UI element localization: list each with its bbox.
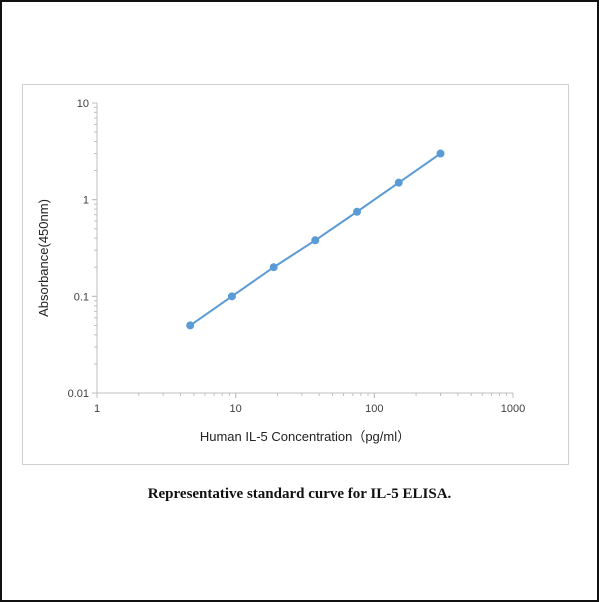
x-tick-label: 1 bbox=[94, 403, 100, 415]
chart-panel: 1 10 100 1000 0.01 0.1 1 10 Human IL-5 Concent… bbox=[22, 84, 569, 465]
y-axis-title: Absorbance(450nm) bbox=[36, 199, 51, 317]
data-point bbox=[311, 236, 320, 245]
y-tick-label: 1 bbox=[83, 195, 89, 207]
y-tick-label: 0.1 bbox=[74, 291, 89, 303]
axes: 1 10 100 1000 0.01 0.1 1 10 bbox=[68, 98, 526, 415]
y-tick-label: 10 bbox=[77, 98, 89, 110]
x-minor-ticks bbox=[96, 393, 514, 398]
data-point bbox=[269, 263, 278, 272]
figure-caption: Representative standard curve for IL-5 E… bbox=[147, 486, 452, 502]
series-layer bbox=[186, 149, 445, 330]
y-minor-ticks bbox=[92, 102, 97, 394]
data-point bbox=[227, 292, 236, 301]
x-tick-labels: 1 10 100 1000 bbox=[94, 403, 525, 415]
x-axis-title: Human IL-5 Concentration（pg/ml） bbox=[200, 429, 410, 444]
data-point bbox=[394, 178, 403, 187]
x-tick-label: 1000 bbox=[501, 403, 525, 415]
x-tick-label: 100 bbox=[365, 403, 383, 415]
y-tick-label: 0.01 bbox=[68, 388, 89, 400]
standard-curve-chart: 1 10 100 1000 0.01 0.1 1 10 Human IL-5 Concent… bbox=[36, 98, 526, 444]
data-point bbox=[353, 207, 362, 216]
x-tick-label: 10 bbox=[230, 403, 242, 415]
data-point bbox=[186, 321, 195, 330]
data-point bbox=[436, 149, 445, 158]
y-tick-labels: 0.01 0.1 1 10 bbox=[68, 98, 89, 400]
